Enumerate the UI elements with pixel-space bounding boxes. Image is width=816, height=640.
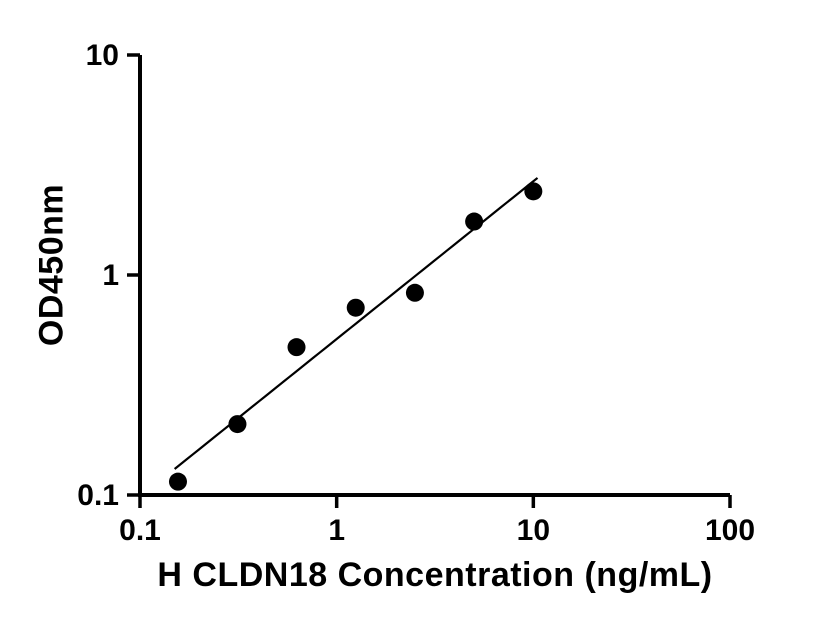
x-axis-title: H CLDN18 Concentration (ng/mL) (157, 556, 713, 594)
y-axis-tick-label: 10 (86, 39, 119, 72)
axis-frame (138, 55, 730, 497)
y-axis-tick-label: 1 (102, 259, 119, 292)
data-point (405, 283, 424, 302)
x-axis-tick-label: 100 (705, 514, 755, 547)
data-point (346, 298, 365, 317)
data-point (228, 415, 247, 434)
data-point (168, 472, 187, 491)
data-point (524, 182, 543, 201)
x-axis-tick-label: 1 (328, 514, 345, 547)
data-point (287, 338, 306, 357)
data-point (465, 212, 484, 231)
x-axis-tick-label: 10 (517, 514, 550, 547)
y-axis-tick-label: 0.1 (77, 479, 119, 512)
y-axis-title: OD450nm (32, 183, 71, 347)
x-axis-tick-label: 0.1 (119, 514, 161, 547)
